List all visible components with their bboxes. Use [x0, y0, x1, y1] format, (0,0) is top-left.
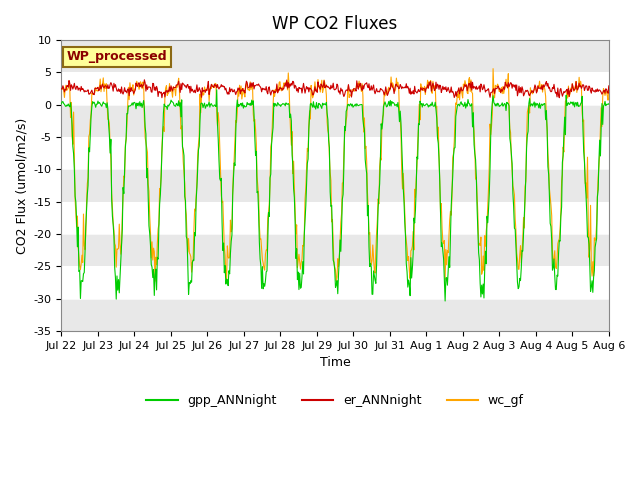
er_ANNnight — [124, 86, 131, 92]
gpp_ANNnight — [213, 87, 221, 93]
gpp_ANNnight — [419, 104, 426, 110]
Line: wc_gf: wc_gf — [61, 69, 609, 281]
gpp_ANNnight — [403, 261, 410, 266]
er_ANNnight — [605, 83, 612, 89]
wc_gf — [209, 83, 217, 89]
Bar — [61, 299, 609, 331]
Line: er_ANNnight: er_ANNnight — [61, 80, 609, 98]
er_ANNnight — [209, 84, 217, 89]
gpp_ANNnight — [67, 107, 75, 113]
gpp_ANNnight — [442, 298, 449, 304]
Title: WP CO2 Fluxes: WP CO2 Fluxes — [273, 15, 397, 33]
Y-axis label: CO2 Flux (umol/m2/s): CO2 Flux (umol/m2/s) — [15, 117, 28, 253]
Bar — [61, 105, 609, 137]
Bar — [61, 234, 609, 266]
Legend: gpp_ANNnight, er_ANNnight, wc_gf: gpp_ANNnight, er_ANNnight, wc_gf — [141, 389, 529, 412]
er_ANNnight — [556, 95, 563, 101]
er_ANNnight — [180, 82, 188, 87]
wc_gf — [58, 84, 65, 90]
er_ANNnight — [419, 87, 426, 93]
wc_gf — [124, 104, 131, 109]
er_ANNnight — [67, 82, 75, 88]
wc_gf — [151, 278, 159, 284]
X-axis label: Time: Time — [320, 356, 351, 369]
er_ANNnight — [403, 81, 410, 86]
gpp_ANNnight — [124, 111, 131, 117]
gpp_ANNnight — [605, 101, 612, 107]
wc_gf — [180, 170, 188, 176]
Line: gpp_ANNnight: gpp_ANNnight — [61, 90, 609, 301]
wc_gf — [605, 84, 612, 90]
gpp_ANNnight — [58, 101, 65, 107]
wc_gf — [403, 238, 410, 244]
er_ANNnight — [58, 86, 65, 92]
wc_gf — [67, 99, 75, 105]
er_ANNnight — [141, 77, 148, 83]
gpp_ANNnight — [208, 103, 216, 108]
wc_gf — [489, 66, 497, 72]
gpp_ANNnight — [179, 147, 187, 153]
Text: WP_processed: WP_processed — [67, 50, 168, 63]
Bar — [61, 169, 609, 202]
wc_gf — [419, 84, 426, 90]
Bar — [61, 40, 609, 72]
